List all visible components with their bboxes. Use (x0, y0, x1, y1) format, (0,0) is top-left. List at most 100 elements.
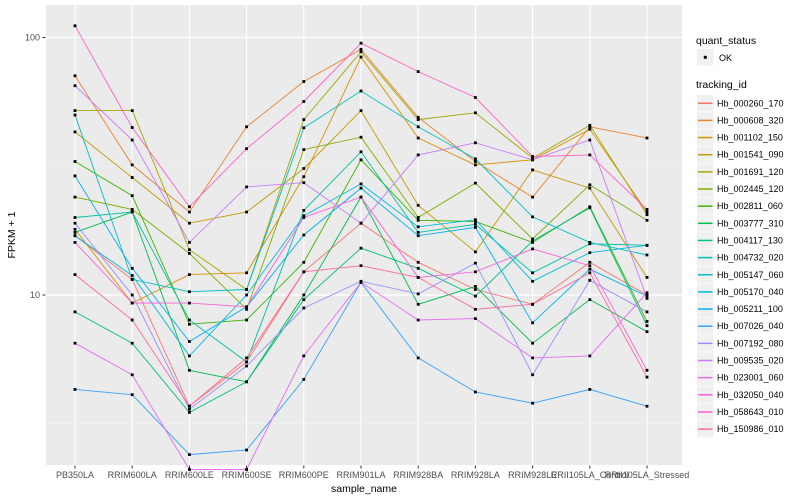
data-point (645, 375, 649, 379)
data-point (531, 271, 534, 275)
data-point (588, 127, 592, 131)
data-point (245, 271, 248, 275)
legend-item-label: Hb_009535_020 (717, 356, 784, 366)
legend-item-label: Hb_005147_060 (717, 270, 784, 280)
data-point (416, 118, 420, 121)
data-point (245, 293, 248, 297)
data-point (531, 302, 534, 306)
legend-item: Hb_005211_100 (697, 300, 783, 318)
data-point (359, 186, 363, 190)
data-point (73, 227, 77, 231)
data-point (474, 141, 477, 145)
legend-item-label: Hb_007026_040 (717, 321, 784, 331)
data-point (245, 305, 248, 309)
data-point (416, 356, 420, 360)
data-point (588, 354, 592, 358)
data-point (416, 276, 420, 279)
data-point (302, 209, 306, 212)
data-point (359, 41, 363, 45)
data-point (474, 160, 477, 163)
data-point (188, 468, 191, 471)
x-tick-label: RRIM600SE (222, 470, 272, 480)
legend-item-label: Hb_001102_150 (717, 133, 783, 143)
data-point (73, 273, 77, 276)
legend-item-label: Hb_002811_060 (717, 201, 783, 211)
data-point (416, 260, 420, 264)
data-point (588, 138, 592, 142)
x-axis-title: sample_name (331, 483, 397, 495)
data-point (531, 195, 534, 199)
legend-item: Hb_005170_040 (697, 283, 784, 301)
data-point (302, 181, 306, 185)
data-point (245, 125, 248, 129)
x-tick-label: RRIM928BA (393, 470, 443, 480)
y-axis: 10 100 (25, 33, 46, 300)
data-point (416, 70, 420, 73)
x-tick-label: PB350LA (56, 470, 94, 480)
data-point (302, 214, 306, 218)
data-point (416, 218, 420, 222)
data-point (130, 210, 134, 214)
data-point (588, 125, 592, 129)
data-point (130, 373, 134, 377)
legend-item: Hb_004117_130 (697, 232, 783, 249)
legend-item-label: Hb_000608_320 (717, 115, 784, 125)
data-point (588, 388, 592, 391)
data-point (130, 208, 134, 211)
data-point (188, 290, 191, 294)
data-point (130, 266, 134, 270)
data-point (73, 84, 77, 88)
data-point (188, 205, 191, 209)
data-point (531, 158, 534, 162)
data-point (645, 218, 649, 222)
data-point (130, 301, 134, 305)
data-point (588, 251, 592, 255)
x-axis: PB350LA RRIM600LA RRIM600LE RRIM600SE RRIM60… (56, 465, 689, 480)
data-point (474, 157, 477, 161)
data-point (359, 109, 363, 112)
data-point (130, 393, 134, 397)
legend-item: Hb_001541_090 (697, 146, 784, 163)
data-point (130, 274, 134, 277)
data-point (73, 341, 77, 345)
data-point (130, 341, 134, 345)
data-point (73, 310, 77, 314)
data-point (588, 153, 592, 157)
data-point (588, 183, 592, 187)
data-point (302, 298, 306, 301)
data-point (531, 239, 534, 243)
data-point (359, 50, 363, 54)
legend-item-label: Hb_001541_090 (717, 150, 784, 160)
legend-item-label: Hb_002445_120 (717, 184, 784, 194)
y-axis-title: FPKM + 1 (6, 211, 18, 258)
data-point (73, 388, 77, 391)
data-point (188, 340, 191, 343)
legend-item: Hb_007026_040 (697, 317, 784, 335)
data-point (531, 155, 534, 158)
data-point (302, 148, 306, 151)
legend-item: Hb_009535_020 (697, 352, 784, 369)
data-point (302, 175, 306, 179)
data-point (474, 285, 477, 288)
data-point (645, 136, 649, 140)
panel-background (46, 5, 682, 465)
data-point (474, 294, 477, 298)
data-point (416, 302, 420, 306)
x-tick-label: RRIM600PE (279, 470, 329, 480)
data-point (474, 226, 477, 229)
data-point (188, 404, 191, 408)
data-point (245, 318, 248, 322)
legend-item-label: Hb_003777_310 (717, 218, 784, 228)
data-point (359, 246, 363, 250)
data-point (531, 373, 534, 377)
data-point (130, 163, 134, 167)
data-point (73, 234, 77, 238)
legend-item-label: Hb_005170_040 (717, 287, 784, 297)
data-point (359, 182, 363, 186)
data-point (302, 118, 306, 121)
x-tick-label: RRII105LA_Control (551, 470, 629, 480)
data-point (73, 216, 77, 219)
data-point (531, 156, 534, 160)
legend-item: Hb_023001_060 (697, 369, 784, 386)
data-point (531, 341, 534, 345)
